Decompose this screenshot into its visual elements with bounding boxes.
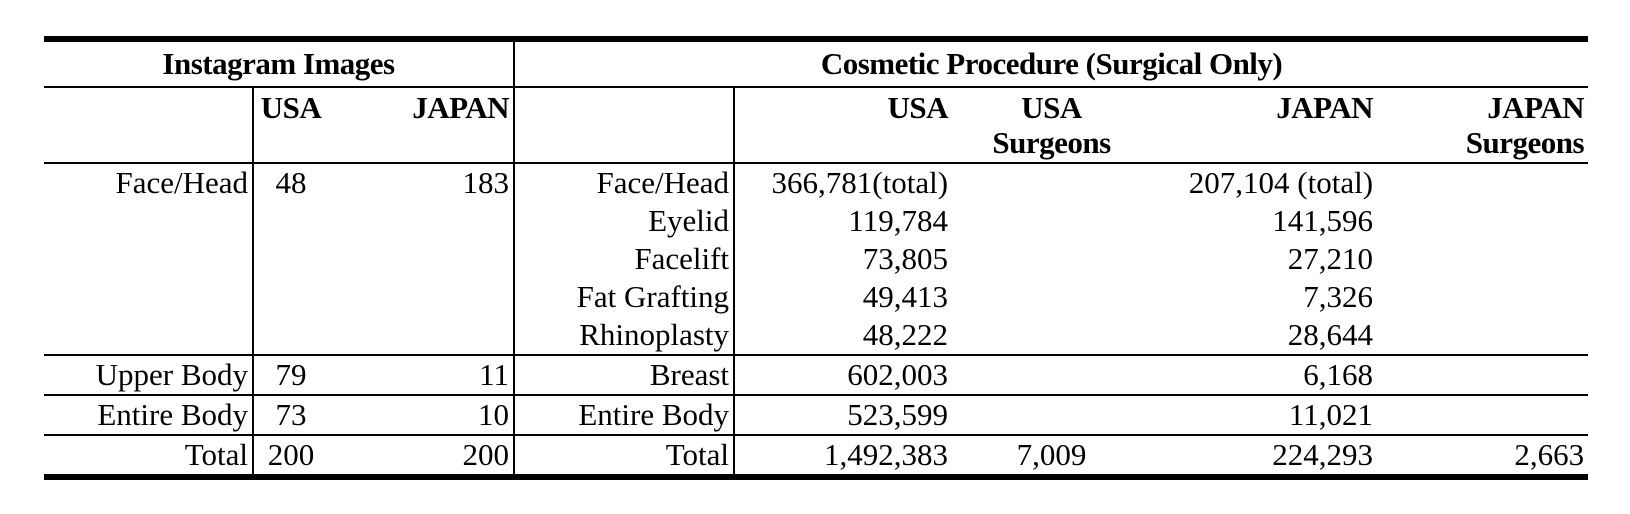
proc-usa-surgeons-line1: USA: [1021, 90, 1082, 125]
table-body: Face/Head 48 183 Face/Head 366,781(total…: [44, 163, 1589, 480]
insta-total-japan: 200: [328, 435, 516, 480]
insta-japan-header: JAPAN: [328, 87, 516, 164]
table-row-upper-body: Upper Body 79 11 Breast 602,003 6,168: [44, 355, 1589, 396]
proc-entire-usa: 523,599: [734, 395, 965, 436]
proc-fat-grafting-usa: 49,413: [862, 279, 949, 314]
proc-face-japan: 207,104 (total): [1188, 165, 1374, 200]
insta-total-label: Total: [44, 435, 254, 480]
insta-upper-usa: 79: [253, 355, 328, 396]
proc-face-japan-surgeons: [1389, 163, 1588, 202]
proc-eyelid-japan: 141,596: [1272, 203, 1374, 238]
proc-total-japan-surgeons: 2,663: [1389, 435, 1589, 480]
header-sub-row: USA JAPAN USA USA Surgeons JAPAN JAPAN S…: [44, 87, 1589, 164]
table-row-eyelid: Eyelid 119,784 141,596: [44, 202, 1588, 240]
proc-usa-surgeons-header: USA Surgeons: [964, 87, 1140, 164]
insta-entire-label: Entire Body: [44, 395, 254, 436]
proc-entire-japan: 11,021: [1139, 395, 1390, 436]
insta-face-usa: 48: [275, 165, 307, 200]
proc-japan-header: JAPAN: [1139, 87, 1390, 164]
proc-breast-label: Breast: [514, 355, 736, 396]
table-row-facelift: Facelift 73,805 27,210: [44, 240, 1588, 278]
insta-total-usa: 200: [253, 435, 328, 480]
proc-japan-surgeons-line1: JAPAN: [1487, 90, 1585, 125]
proc-face-usa: 366,781(total): [771, 165, 949, 200]
header-group-row: Instagram Images Cosmetic Procedure (Sur…: [44, 36, 1589, 88]
table-row-total: Total 200 200 Total 1,492,383 7,009 224,…: [44, 435, 1589, 480]
proc-total-label: Total: [514, 435, 736, 480]
proc-breast-japan: 6,168: [1139, 355, 1390, 396]
proc-label-header: [514, 87, 736, 164]
proc-breast-usa: 602,003: [734, 355, 965, 396]
insta-label-header: [44, 87, 254, 164]
table-header: Instagram Images Cosmetic Procedure (Sur…: [44, 36, 1589, 164]
proc-usa-surgeons-line2: Surgeons: [992, 125, 1111, 160]
instagram-images-header: Instagram Images: [44, 36, 516, 88]
insta-upper-japan: 11: [328, 355, 516, 396]
proc-total-usa-surgeons: 7,009: [964, 435, 1140, 480]
proc-facelift-label: Facelift: [514, 240, 736, 278]
proc-eyelid-usa: 119,784: [848, 203, 949, 238]
table-row-face-head: Face/Head 48 183 Face/Head 366,781(total…: [44, 163, 1588, 202]
proc-facelift-japan: 27,210: [1287, 241, 1374, 276]
insta-face-label: Face/Head: [44, 163, 254, 202]
proc-total-usa: 1,492,383: [734, 435, 965, 480]
insta-face-japan: 183: [328, 163, 516, 202]
table-row-entire-body: Entire Body 73 10 Entire Body 523,599 11…: [44, 395, 1589, 436]
proc-fat-grafting-label: Fat Grafting: [514, 278, 736, 316]
proc-rhinoplasty-usa: 48,222: [734, 316, 965, 356]
proc-rhinoplasty-label: Rhinoplasty: [514, 316, 736, 356]
table-row-fat-grafting: Fat Grafting 49,413 7,326: [44, 278, 1588, 316]
proc-usa-header: USA: [734, 87, 965, 164]
proc-face-usa-surgeons: [964, 163, 1139, 202]
proc-japan-surgeons-header: JAPAN Surgeons: [1389, 87, 1589, 164]
table-row-rhinoplasty: Rhinoplasty 48,222 28,644: [44, 316, 1589, 356]
proc-face-label: Face/Head: [514, 163, 736, 202]
insta-upper-label: Upper Body: [44, 355, 254, 396]
proc-facelift-usa: 73,805: [862, 241, 949, 276]
proc-japan-surgeons-line2: Surgeons: [1465, 125, 1585, 160]
insta-usa-header: USA: [253, 87, 328, 164]
proc-entire-label: Entire Body: [514, 395, 736, 436]
insta-entire-japan: 10: [328, 395, 516, 436]
cosmetic-procedure-header: Cosmetic Procedure (Surgical Only): [514, 36, 1589, 88]
proc-fat-grafting-japan: 7,326: [1303, 279, 1374, 314]
proc-total-japan: 224,293: [1139, 435, 1390, 480]
proc-eyelid-label: Eyelid: [514, 202, 736, 240]
comparison-table: Instagram Images Cosmetic Procedure (Sur…: [44, 36, 1589, 480]
proc-rhinoplasty-japan: 28,644: [1139, 316, 1390, 356]
insta-entire-usa: 73: [253, 395, 328, 436]
